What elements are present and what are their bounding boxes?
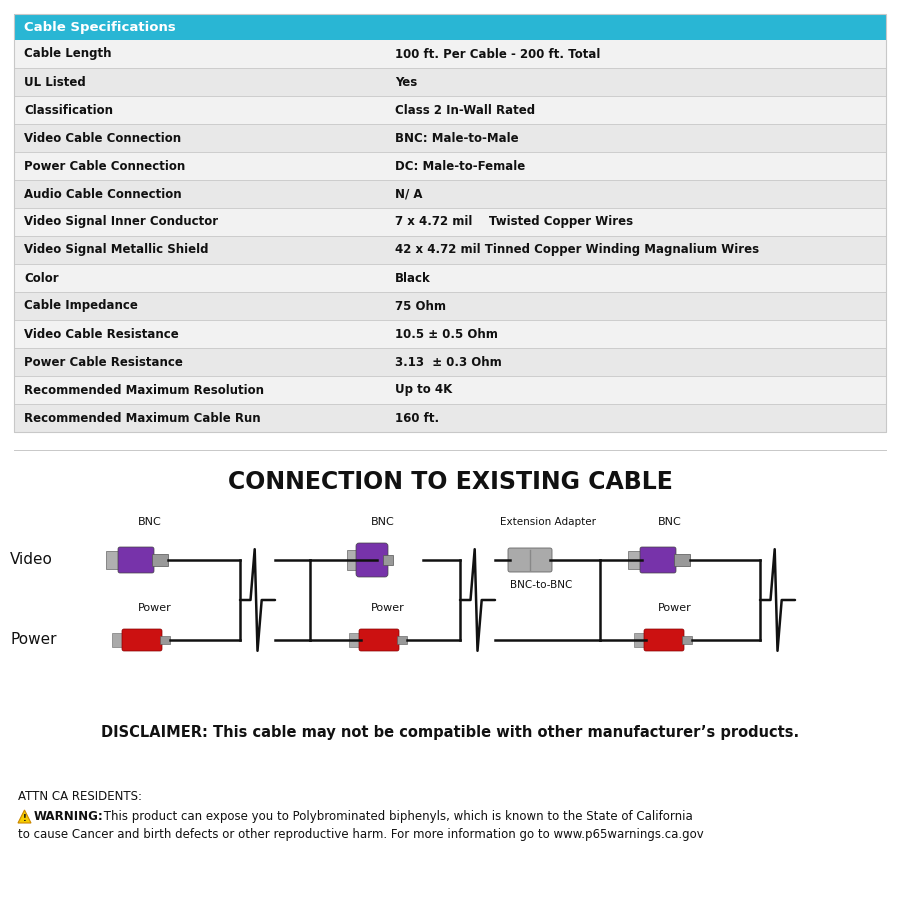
FancyBboxPatch shape (508, 548, 552, 572)
Bar (14, 348, 886, 376)
Text: Power: Power (371, 603, 405, 613)
Bar (628, 551, 642, 569)
Text: DISCLAIMER: This cable may not be compatible with other manufacturer’s products.: DISCLAIMER: This cable may not be compat… (101, 725, 799, 741)
Text: 160 ft.: 160 ft. (395, 411, 439, 425)
Text: 10.5 ± 0.5 Ohm: 10.5 ± 0.5 Ohm (395, 328, 498, 340)
Text: ATTN CA RESIDENTS:: ATTN CA RESIDENTS: (18, 790, 142, 803)
Bar (634, 633, 646, 647)
Text: BNC-to-BNC: BNC-to-BNC (510, 580, 572, 590)
Bar (160, 636, 170, 644)
Bar (14, 124, 886, 152)
Bar (674, 554, 690, 566)
Text: Video: Video (10, 553, 53, 568)
Bar (14, 264, 886, 292)
Bar (14, 68, 886, 96)
Text: 100 ft. Per Cable - 200 ft. Total: 100 ft. Per Cable - 200 ft. Total (395, 48, 600, 60)
Text: Black: Black (395, 272, 431, 284)
Text: Classification: Classification (24, 104, 113, 116)
Bar (14, 404, 886, 432)
Bar (14, 14, 886, 432)
Text: 3.13  ± 0.3 Ohm: 3.13 ± 0.3 Ohm (395, 356, 502, 368)
Text: Yes: Yes (395, 76, 418, 88)
Text: Power: Power (10, 633, 57, 647)
Text: Power Cable Resistance: Power Cable Resistance (24, 356, 183, 368)
Bar (14, 152, 886, 180)
Text: Power Cable Connection: Power Cable Connection (24, 159, 185, 173)
Text: Cable Length: Cable Length (24, 48, 112, 60)
Text: Class 2 In-Wall Rated: Class 2 In-Wall Rated (395, 104, 536, 116)
Text: CONNECTION TO EXISTING CABLE: CONNECTION TO EXISTING CABLE (228, 470, 672, 494)
FancyBboxPatch shape (359, 629, 399, 651)
FancyBboxPatch shape (122, 629, 162, 651)
Bar (14, 236, 886, 264)
Bar (14, 376, 886, 404)
Text: UL Listed: UL Listed (24, 76, 86, 88)
Text: This product can expose you to Polybrominated biphenyls, which is known to the S: This product can expose you to Polybromi… (100, 810, 693, 823)
Text: 42 x 4.72 mil Tinned Copper Winding Magnalium Wires: 42 x 4.72 mil Tinned Copper Winding Magn… (395, 244, 759, 256)
Bar (14, 40, 886, 68)
Text: Video Cable Connection: Video Cable Connection (24, 131, 181, 145)
Text: Audio Cable Connection: Audio Cable Connection (24, 187, 182, 201)
Bar (347, 550, 361, 570)
Text: BNC: BNC (371, 517, 395, 527)
Bar (14, 208, 886, 236)
FancyBboxPatch shape (640, 547, 676, 573)
Text: Recommended Maximum Cable Run: Recommended Maximum Cable Run (24, 411, 261, 425)
Bar (383, 555, 393, 565)
Text: BNC: Male-to-Male: BNC: Male-to-Male (395, 131, 518, 145)
Text: Up to 4K: Up to 4K (395, 383, 452, 397)
Text: Cable Impedance: Cable Impedance (24, 300, 138, 312)
Text: Power: Power (658, 603, 692, 613)
Bar (14, 96, 886, 124)
Bar (682, 636, 692, 644)
Text: !: ! (22, 814, 26, 823)
Text: BNC: BNC (658, 517, 682, 527)
Bar (14, 320, 886, 348)
FancyBboxPatch shape (356, 543, 388, 577)
Bar (14, 14, 886, 40)
Text: Cable Specifications: Cable Specifications (24, 21, 176, 33)
Bar (112, 633, 124, 647)
Text: Recommended Maximum Resolution: Recommended Maximum Resolution (24, 383, 264, 397)
Bar (14, 292, 886, 320)
Bar (152, 554, 168, 566)
Text: Power: Power (138, 603, 172, 613)
Text: Extension Adapter: Extension Adapter (500, 517, 596, 527)
Text: to cause Cancer and birth defects or other reproductive harm. For more informati: to cause Cancer and birth defects or oth… (18, 828, 704, 841)
FancyBboxPatch shape (644, 629, 684, 651)
Polygon shape (18, 810, 31, 823)
Bar (397, 636, 407, 644)
Text: Video Cable Resistance: Video Cable Resistance (24, 328, 179, 340)
Text: Video Signal Metallic Shield: Video Signal Metallic Shield (24, 244, 209, 256)
Text: DC: Male-to-Female: DC: Male-to-Female (395, 159, 526, 173)
Text: Video Signal Inner Conductor: Video Signal Inner Conductor (24, 215, 218, 229)
Text: 75 Ohm: 75 Ohm (395, 300, 446, 312)
FancyBboxPatch shape (118, 547, 154, 573)
Text: WARNING:: WARNING: (34, 810, 104, 823)
Text: 7 x 4.72 mil    Twisted Copper Wires: 7 x 4.72 mil Twisted Copper Wires (395, 215, 633, 229)
Text: Color: Color (24, 272, 58, 284)
Text: N/ A: N/ A (395, 187, 422, 201)
Text: BNC: BNC (138, 517, 162, 527)
Bar (349, 633, 361, 647)
Bar (106, 551, 120, 569)
Bar (14, 180, 886, 208)
